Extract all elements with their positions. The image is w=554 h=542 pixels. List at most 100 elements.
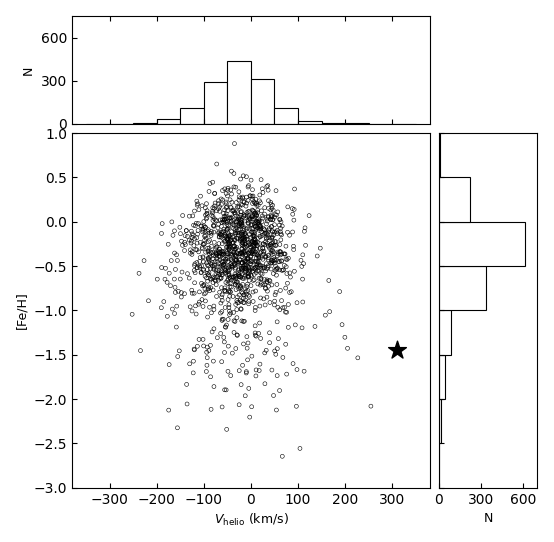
Point [250, 275, 259, 284]
Point [205, 303, 214, 312]
Point [176, 275, 184, 283]
Point [270, 213, 279, 222]
Point [190, 345, 199, 354]
Point [245, 191, 254, 200]
Point [221, 236, 230, 245]
Point [292, 402, 301, 411]
Point [208, 327, 217, 336]
Point [285, 269, 294, 278]
Point [273, 318, 281, 326]
Point [220, 385, 229, 394]
Point [283, 203, 292, 211]
Point [234, 272, 243, 281]
Point [195, 287, 204, 296]
Point [238, 258, 247, 267]
Point [252, 244, 260, 253]
Point [194, 335, 203, 344]
Point [235, 192, 244, 201]
Point [251, 263, 260, 272]
Point [241, 231, 250, 240]
Point [249, 242, 258, 251]
Point [211, 276, 220, 285]
Point [222, 199, 231, 208]
Point [280, 303, 289, 312]
Point [222, 321, 231, 330]
Point [228, 212, 237, 221]
Bar [227, 61, 251, 124]
Point [237, 305, 245, 314]
Point [266, 215, 275, 224]
Point [212, 280, 220, 289]
Point [223, 186, 232, 195]
Point [223, 249, 232, 257]
Point [204, 244, 213, 253]
Point [194, 219, 203, 228]
Point [265, 338, 274, 347]
Point [236, 282, 245, 291]
Point [248, 195, 257, 204]
Point [239, 171, 248, 180]
Point [243, 254, 252, 263]
Point [230, 242, 239, 251]
Point [252, 240, 260, 248]
Point [241, 229, 250, 238]
Point [222, 425, 231, 434]
Point [268, 216, 277, 224]
Point [222, 203, 230, 212]
Point [268, 233, 277, 241]
Point [204, 248, 213, 256]
Point [243, 255, 252, 263]
Point [231, 265, 240, 274]
Point [270, 301, 279, 309]
Point [182, 227, 191, 235]
Point [200, 236, 209, 244]
Point [299, 259, 308, 268]
Point [266, 259, 275, 267]
Point [242, 287, 250, 296]
Point [212, 243, 220, 251]
Point [235, 273, 244, 281]
Point [238, 253, 247, 261]
Point [271, 241, 280, 250]
Point [221, 257, 230, 266]
Point [244, 267, 253, 275]
Point [193, 201, 202, 209]
Point [198, 226, 207, 235]
Point [252, 211, 261, 220]
Point [234, 261, 243, 269]
Point [278, 452, 287, 461]
Point [219, 250, 228, 259]
Point [204, 283, 213, 292]
Point [228, 207, 237, 215]
Point [203, 209, 212, 218]
Point [227, 251, 236, 260]
Point [259, 248, 268, 256]
Point [252, 199, 261, 208]
Point [223, 267, 232, 275]
Point [250, 213, 259, 222]
Point [238, 238, 247, 247]
Point [227, 236, 235, 244]
Point [208, 178, 217, 186]
Point [222, 198, 230, 207]
Point [225, 262, 234, 271]
Point [244, 291, 253, 300]
Point [256, 261, 265, 269]
Point [232, 256, 241, 264]
Point [271, 350, 280, 359]
Point [254, 254, 263, 262]
Point [258, 244, 267, 253]
Point [186, 302, 194, 311]
Point [256, 281, 265, 289]
Point [245, 266, 254, 274]
Point [242, 369, 250, 377]
Point [206, 179, 214, 188]
Point [230, 270, 239, 279]
Point [212, 250, 221, 259]
Point [258, 264, 267, 273]
Point [249, 240, 258, 249]
Point [250, 264, 259, 273]
Point [289, 216, 298, 224]
Point [219, 228, 228, 236]
Point [198, 202, 207, 210]
